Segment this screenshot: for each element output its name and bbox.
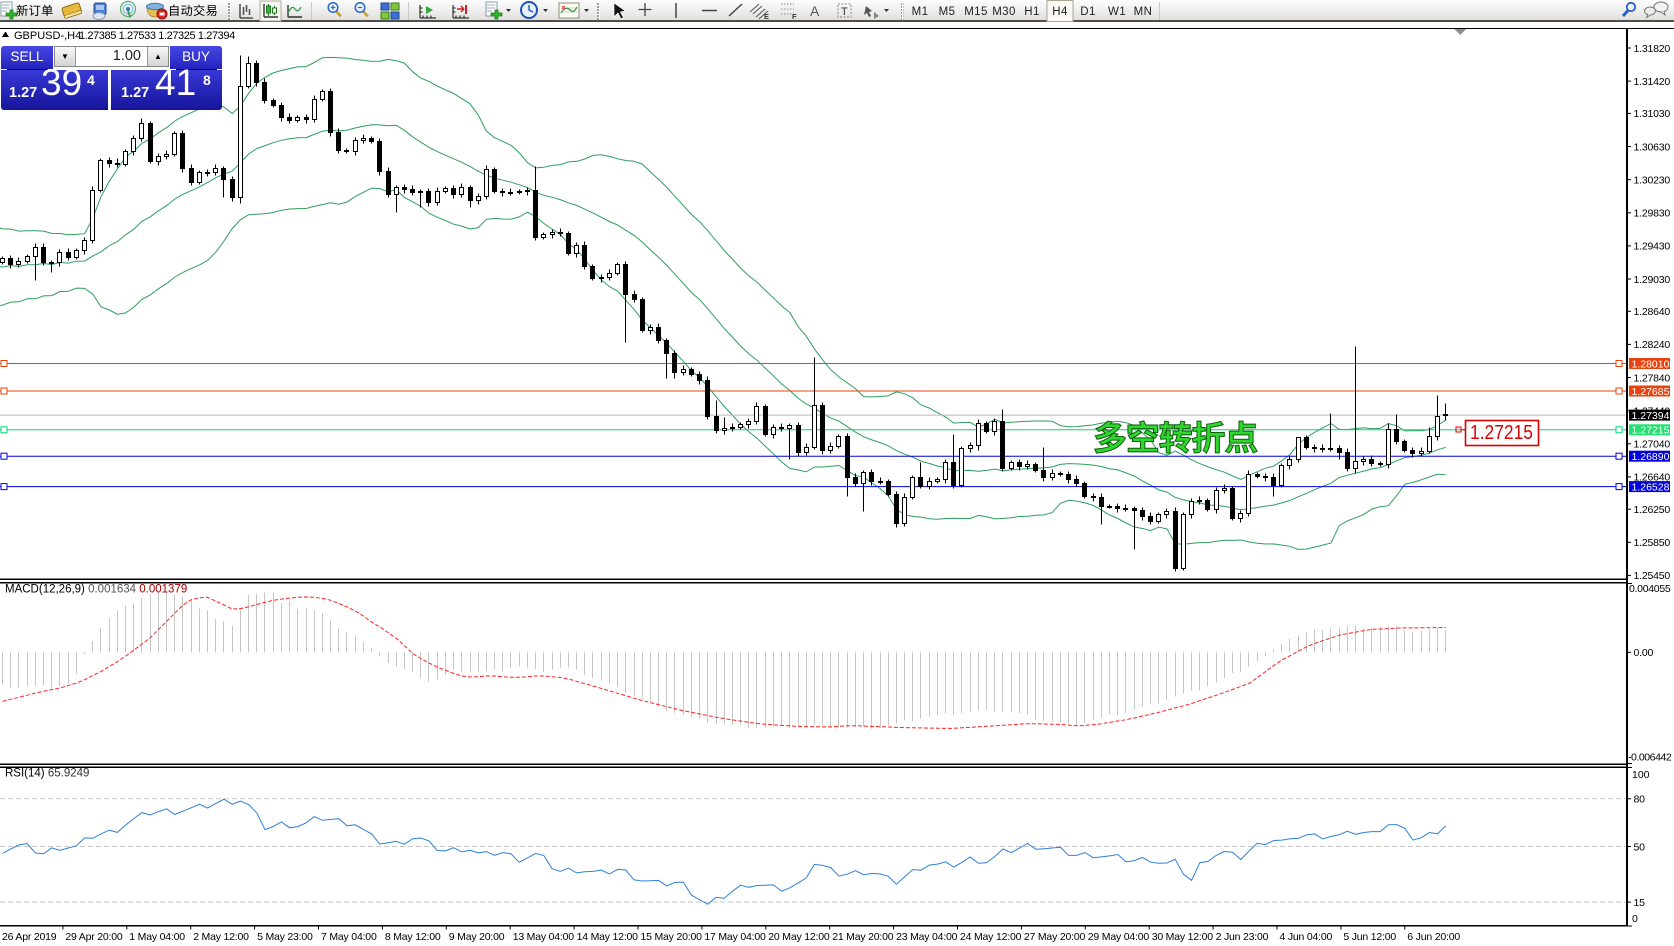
svg-text:1.25850: 1.25850 <box>1634 537 1671 549</box>
svg-text:MACD(12,26,9) 0.001634 0.00137: MACD(12,26,9) 0.001634 0.001379 <box>5 584 187 596</box>
svg-text:H4: H4 <box>1052 6 1068 18</box>
svg-text:5 May 23:00: 5 May 23:00 <box>257 931 313 943</box>
svg-text:MN: MN <box>1134 6 1153 18</box>
svg-text:30 May 12:00: 30 May 12:00 <box>1152 931 1214 943</box>
svg-text:W1: W1 <box>1108 6 1126 18</box>
svg-text:14 May 12:00: 14 May 12:00 <box>577 931 639 943</box>
svg-text:1.26640: 1.26640 <box>1634 472 1671 484</box>
svg-text:1.29830: 1.29830 <box>1634 208 1671 220</box>
svg-text:H1: H1 <box>1024 6 1040 18</box>
svg-text:1.28240: 1.28240 <box>1634 339 1671 351</box>
svg-text:21 May 20:00: 21 May 20:00 <box>832 931 894 943</box>
svg-text:80: 80 <box>1634 794 1646 806</box>
svg-text:1.28640: 1.28640 <box>1634 306 1671 318</box>
svg-text:24 May 12:00: 24 May 12:00 <box>960 931 1022 943</box>
svg-text:8 May 12:00: 8 May 12:00 <box>385 931 441 943</box>
svg-text:E: E <box>764 12 769 21</box>
svg-text:1.31420: 1.31420 <box>1634 76 1671 88</box>
svg-text:A: A <box>810 3 820 19</box>
svg-text:7 May 04:00: 7 May 04:00 <box>321 931 377 943</box>
svg-text:17 May 04:00: 17 May 04:00 <box>704 931 766 943</box>
svg-text:M15: M15 <box>964 6 988 18</box>
svg-text:0.00: 0.00 <box>1634 647 1654 659</box>
svg-text:2 Jun 23:00: 2 Jun 23:00 <box>1216 931 1269 943</box>
svg-text:RSI(14) 65.9249: RSI(14) 65.9249 <box>5 768 89 780</box>
svg-text:15 May 20:00: 15 May 20:00 <box>641 931 703 943</box>
svg-text:1.27385 1.27533 1.27325 1.2739: 1.27385 1.27533 1.27325 1.27394 <box>79 30 235 42</box>
svg-text:D1: D1 <box>1080 6 1096 18</box>
svg-text:100: 100 <box>1632 769 1650 781</box>
svg-text:1.25450: 1.25450 <box>1634 570 1671 582</box>
svg-text:1.28010: 1.28010 <box>1632 358 1670 370</box>
svg-text:1.27840: 1.27840 <box>1634 372 1671 384</box>
svg-text:1.26890: 1.26890 <box>1632 451 1670 463</box>
svg-text:1.29030: 1.29030 <box>1634 274 1671 286</box>
svg-text:1.26250: 1.26250 <box>1634 504 1671 516</box>
svg-text:M5: M5 <box>939 6 956 18</box>
svg-text:20 May 12:00: 20 May 12:00 <box>768 931 830 943</box>
svg-text:1.27040: 1.27040 <box>1634 439 1671 451</box>
svg-text:0.004055: 0.004055 <box>1629 583 1671 595</box>
svg-text:50: 50 <box>1634 841 1646 853</box>
svg-text:29 Apr 20:00: 29 Apr 20:00 <box>65 931 123 943</box>
svg-text:13 May 04:00: 13 May 04:00 <box>513 931 575 943</box>
svg-text:2 May 12:00: 2 May 12:00 <box>193 931 249 943</box>
svg-text:1.31030: 1.31030 <box>1634 108 1671 120</box>
svg-text:6 Jun 20:00: 6 Jun 20:00 <box>1407 931 1460 943</box>
svg-text:1 May 04:00: 1 May 04:00 <box>129 931 185 943</box>
svg-text:1.30630: 1.30630 <box>1634 141 1671 153</box>
svg-text:1.27685: 1.27685 <box>1632 386 1670 398</box>
svg-text:23 May 04:00: 23 May 04:00 <box>896 931 958 943</box>
svg-text:1.27215: 1.27215 <box>1470 421 1533 444</box>
svg-text:-0.006442: -0.006442 <box>1628 752 1672 764</box>
svg-text:1.27215: 1.27215 <box>1632 425 1670 437</box>
svg-text:26 Apr 2019: 26 Apr 2019 <box>2 931 57 943</box>
svg-text:1.27394: 1.27394 <box>1632 410 1670 422</box>
svg-text:M30: M30 <box>992 6 1016 18</box>
svg-text:F: F <box>792 12 797 21</box>
svg-text:M1: M1 <box>912 6 929 18</box>
svg-text:0: 0 <box>1632 913 1638 925</box>
svg-text:1.31820: 1.31820 <box>1634 43 1671 55</box>
svg-text:9 May 20:00: 9 May 20:00 <box>449 931 505 943</box>
svg-text:1.26528: 1.26528 <box>1632 481 1670 493</box>
svg-text:1.30230: 1.30230 <box>1634 175 1671 187</box>
svg-text:4 Jun 04:00: 4 Jun 04:00 <box>1280 931 1333 943</box>
svg-text:1.29430: 1.29430 <box>1634 241 1671 253</box>
svg-text:29 May 04:00: 29 May 04:00 <box>1088 931 1150 943</box>
svg-text:T: T <box>841 6 848 18</box>
svg-text:GBPUSD-,H4: GBPUSD-,H4 <box>14 30 81 42</box>
svg-text:27 May 20:00: 27 May 20:00 <box>1024 931 1086 943</box>
svg-text:15: 15 <box>1634 897 1646 909</box>
svg-text:5 Jun 12:00: 5 Jun 12:00 <box>1343 931 1396 943</box>
